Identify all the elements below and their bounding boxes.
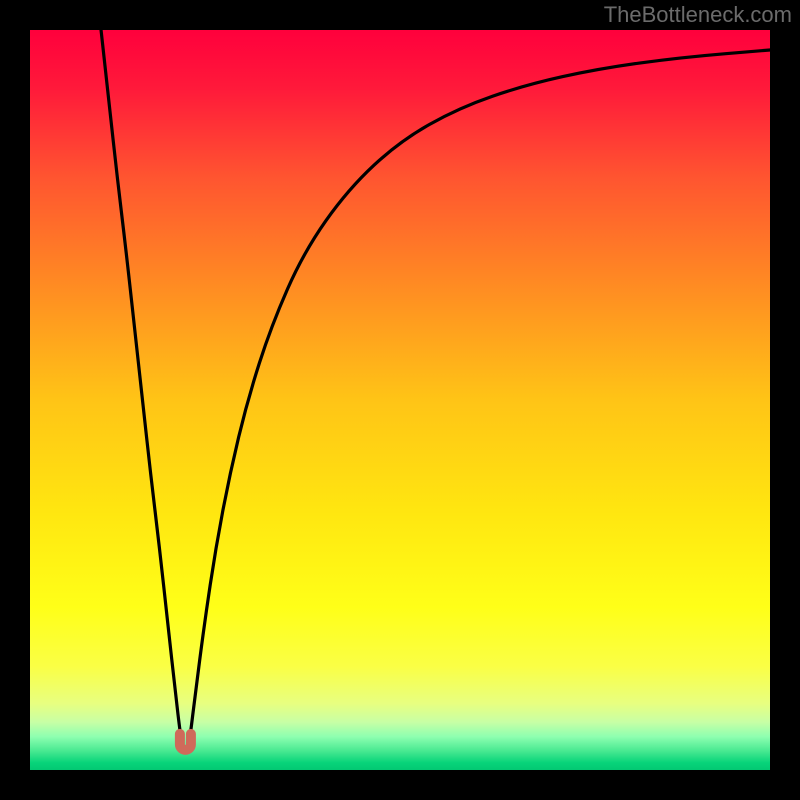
- chart-container: TheBottleneck.com: [0, 0, 800, 800]
- watermark-text: TheBottleneck.com: [604, 2, 792, 28]
- plot-svg: [30, 30, 770, 770]
- plot-area: [30, 30, 770, 770]
